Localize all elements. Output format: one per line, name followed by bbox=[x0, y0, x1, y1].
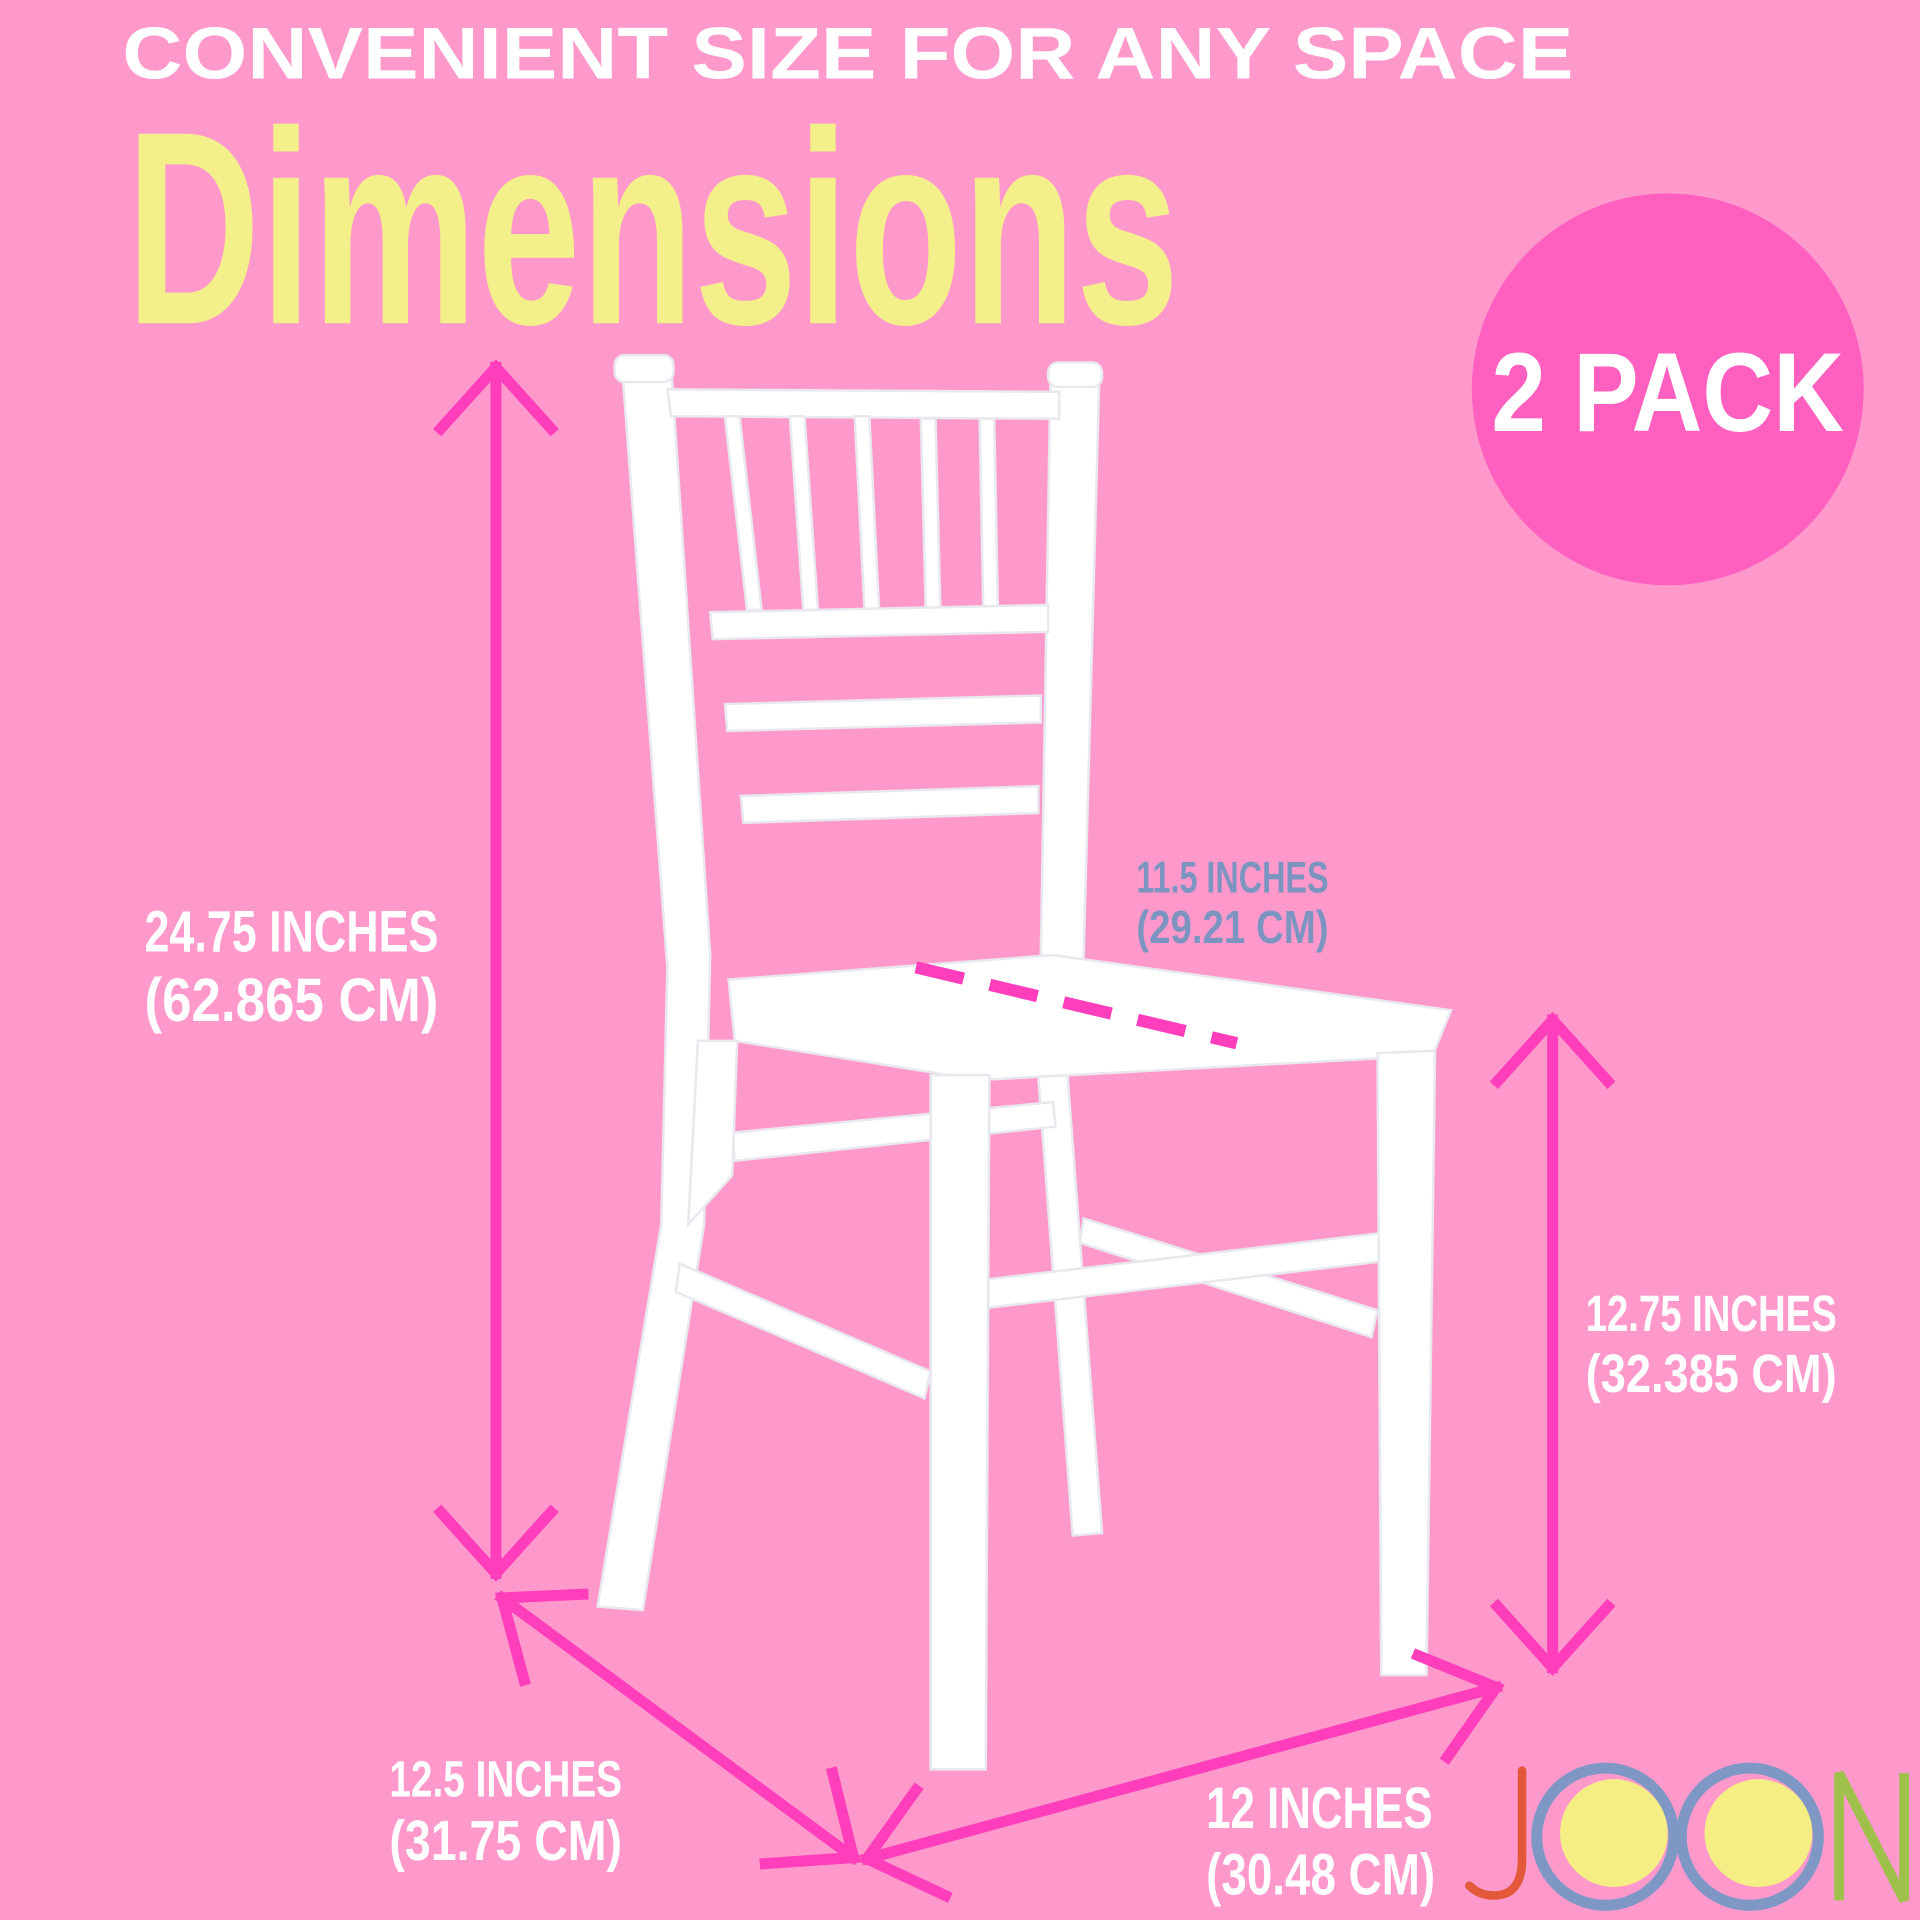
height-inches: 24.75 INCHES bbox=[144, 899, 438, 964]
width-label: 12 INCHES (30.48 CM) bbox=[1206, 1776, 1435, 1907]
seat-height-arrow bbox=[1489, 1011, 1616, 1676]
seat-height-inches: 12.75 INCHES bbox=[1586, 1284, 1837, 1342]
depth-cm: (31.75 CM) bbox=[389, 1809, 622, 1872]
width-cm: (30.48 CM) bbox=[1206, 1842, 1435, 1907]
seat-depth-dashed-line bbox=[914, 961, 1239, 1050]
seat-depth-inches: 11.5 INCHES bbox=[1136, 854, 1328, 903]
depth-arrow bbox=[494, 1588, 862, 1870]
seat-depth-label: 11.5 INCHES (29.21 CM) bbox=[1136, 854, 1328, 953]
seat-height-label: 12.75 INCHES (32.385 CM) bbox=[1586, 1284, 1837, 1404]
depth-inches: 12.5 INCHES bbox=[389, 1749, 622, 1807]
seat-depth-cm: (29.21 CM) bbox=[1136, 901, 1328, 953]
height-cm: (62.865 CM) bbox=[144, 966, 438, 1034]
height-label: 24.75 INCHES (62.865 CM) bbox=[144, 899, 438, 1034]
page-title: Dimensions bbox=[126, 75, 1179, 382]
joon-logo bbox=[1465, 1762, 1909, 1911]
tagline: CONVENIENT SIZE FOR ANY SPACE bbox=[122, 11, 1573, 94]
pack-badge-label: 2 PACK bbox=[1491, 329, 1844, 455]
width-inches: 12 INCHES bbox=[1206, 1776, 1433, 1841]
depth-label: 12.5 INCHES (31.75 CM) bbox=[389, 1749, 622, 1872]
pack-badge: 2 PACK bbox=[1471, 193, 1864, 586]
height-arrow bbox=[433, 359, 559, 1582]
chair-image bbox=[596, 353, 1453, 1771]
width-arrow bbox=[858, 1648, 1505, 1903]
dimension-arrows bbox=[433, 359, 1616, 1903]
seat-height-cm: (32.385 CM) bbox=[1586, 1344, 1837, 1404]
